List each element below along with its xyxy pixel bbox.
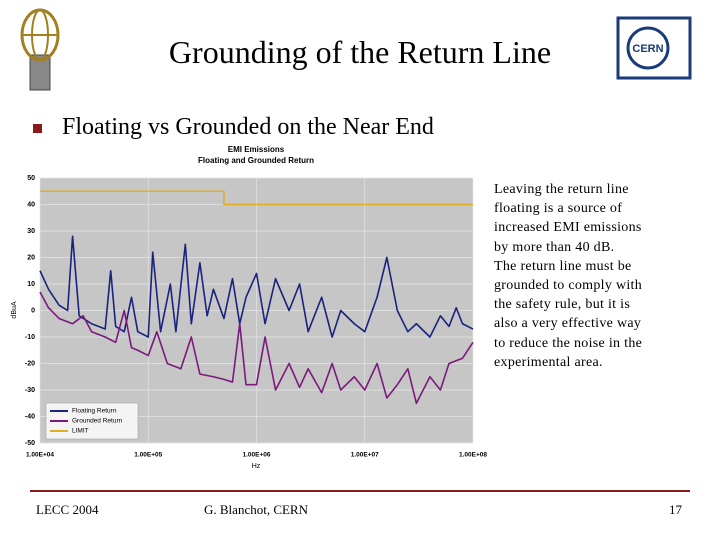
line-series	[39, 235, 474, 338]
legend-label: LIMIT	[72, 428, 89, 435]
logo-text: CERN	[632, 43, 663, 55]
slide-title: Grounding of the Return Line	[168, 34, 552, 70]
line-series	[40, 190, 473, 206]
footer-right: 17	[669, 502, 683, 517]
note: The return line must be grounded to comp…	[494, 258, 643, 370]
x-tick-label: 1.00E+05	[134, 452, 162, 459]
line-series	[39, 291, 474, 405]
notes: Leaving the return line floating is a so…	[494, 180, 654, 372]
y-tick-label: 0	[31, 307, 35, 314]
legend-label: Grounded Return	[72, 418, 123, 425]
y-tick-label: 10	[27, 281, 35, 288]
chart-subtitle: Floating and Grounded Return	[198, 156, 314, 165]
cern-logo: CERN	[616, 16, 692, 80]
y-tick-label: 30	[27, 228, 35, 235]
y-tick-label: -10	[25, 334, 35, 341]
footer-left: LECC 2004	[36, 502, 99, 517]
y-tick-label: -20	[25, 360, 35, 367]
note: Leaving the return line floating is a so…	[494, 182, 642, 255]
chart-title: EMI Emissions	[228, 145, 285, 154]
x-tick-label: 1.00E+04	[26, 452, 54, 459]
bullet-text: Floating vs Grounded on the Near End	[62, 114, 434, 140]
bullet-marker	[33, 124, 42, 133]
legend-label: Floating Return	[72, 408, 117, 415]
y-tick-label: 40	[27, 201, 35, 208]
y-tick-label: -50	[25, 440, 35, 447]
y-axis-label: dBuA	[11, 301, 18, 318]
y-tick-label: 50	[27, 175, 35, 182]
x-tick-label: 1.00E+08	[459, 452, 487, 459]
footer-center: G. Blanchot, CERN	[204, 502, 309, 517]
y-tick-label: -30	[25, 387, 35, 394]
x-tick-label: 1.00E+06	[242, 452, 270, 459]
y-tick-label: -40	[25, 413, 35, 420]
x-tick-label: 1.00E+07	[351, 452, 379, 459]
x-axis-label: Hz	[252, 463, 261, 470]
y-tick-label: 20	[27, 254, 35, 261]
atlas-logo	[20, 8, 60, 91]
